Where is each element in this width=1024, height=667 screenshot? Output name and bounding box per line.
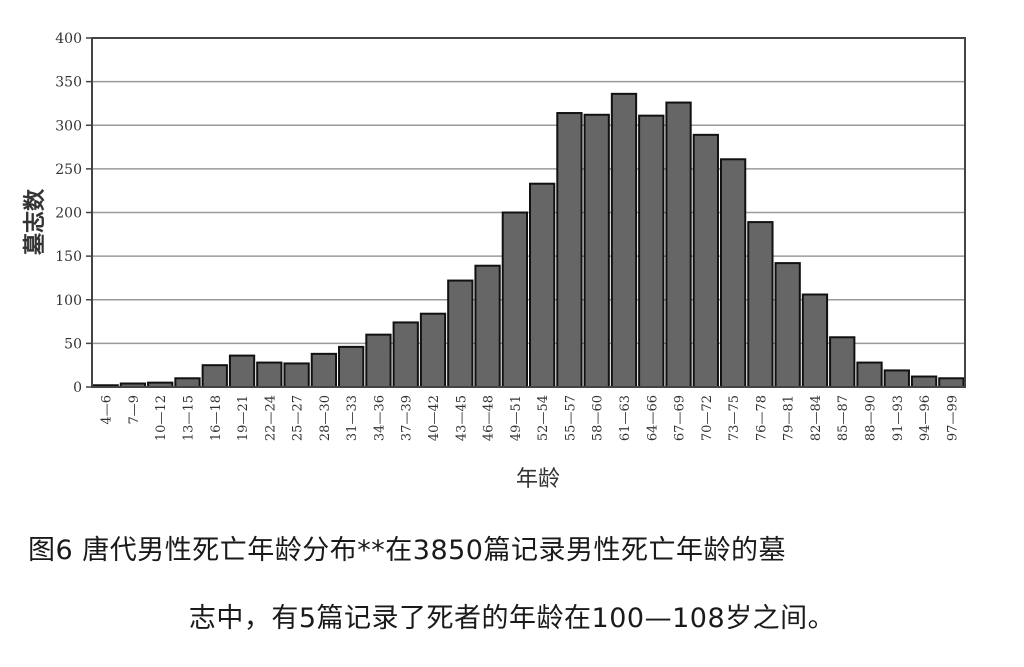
bar-52—54	[529, 182, 556, 388]
bar-61—63	[610, 92, 638, 388]
figure-caption-line-2: 志中，有5篇记录了死者的年龄在100—108岁之间。	[188, 603, 836, 634]
x-tick-label: 79—81	[782, 395, 797, 441]
bar-55—57	[556, 112, 583, 388]
bar-76—78	[747, 221, 774, 388]
bar-40—42	[419, 312, 447, 388]
y-tick-label: 0	[73, 380, 82, 396]
x-tick-label: 88—90	[864, 395, 879, 441]
bar-88—90	[856, 361, 883, 389]
y-axis-ticks: 0 50 100 150 200 250 300 350 400	[55, 31, 92, 396]
y-tick-label: 400	[55, 31, 82, 47]
bar-67—69	[665, 101, 692, 388]
bar-16—18	[201, 364, 228, 388]
bar-49—51	[501, 211, 528, 388]
bar-25—27	[283, 362, 310, 389]
bar-64—66	[638, 114, 665, 388]
x-tick-label: 40—42	[427, 395, 442, 441]
x-tick-label: 22—24	[263, 395, 278, 441]
x-tick-label: 76—78	[754, 395, 769, 441]
x-axis-ticks: 4—6 7—9 10—12 13—15 16—18 19—21 22—24 25—27 28—3…	[100, 395, 961, 441]
y-tick-label: 250	[55, 162, 82, 178]
bar-chart: 0 50 100 150 200 250 300 350 400 4—6 7—9 10—12 13—1…	[22, 31, 966, 492]
x-tick-label: 43—45	[454, 395, 469, 441]
bar-31—33	[338, 345, 365, 388]
x-tick-label: 28—30	[318, 395, 333, 441]
x-tick-label: 52—54	[536, 395, 551, 441]
x-tick-label: 55—57	[563, 395, 578, 441]
y-axis-label: 墓志数	[22, 188, 48, 256]
y-tick-label: 50	[64, 336, 82, 352]
y-tick-label: 350	[55, 75, 82, 91]
bar-70—72	[692, 133, 719, 388]
bar-97—99	[938, 377, 965, 388]
x-tick-label: 49—51	[509, 395, 524, 441]
figure-caption-line-1: 图6 唐代男性死亡年龄分布**在3850篇记录男性死亡年龄的墓	[28, 535, 786, 566]
x-tick-label: 46—48	[482, 395, 497, 441]
x-tick-label: 70—72	[700, 395, 715, 441]
bar-37—39	[392, 321, 419, 388]
x-axis-label: 年龄	[516, 467, 560, 492]
bar-94—96	[910, 375, 938, 388]
bar-79—81	[774, 262, 801, 389]
x-tick-label: 82—84	[809, 395, 824, 441]
x-tick-label: 4—6	[100, 395, 115, 425]
x-tick-label: 94—96	[918, 395, 933, 441]
x-tick-label: 25—27	[291, 395, 306, 441]
bar-91—93	[883, 369, 910, 388]
x-tick-label: 58—60	[591, 395, 606, 441]
y-tick-label: 100	[55, 293, 82, 309]
x-tick-label: 97—99	[945, 395, 960, 441]
x-tick-label: 64—66	[645, 395, 660, 441]
bar-58—60	[583, 113, 610, 388]
gridlines	[92, 37, 965, 388]
x-tick-label: 73—75	[727, 395, 742, 441]
y-tick-label: 300	[55, 118, 82, 134]
x-tick-label: 31—33	[345, 395, 360, 441]
bar-19—21	[228, 354, 256, 388]
x-tick-label: 13—15	[181, 395, 196, 441]
bar-46—48	[474, 264, 501, 388]
bar-73—75	[719, 158, 747, 388]
x-tick-label: 16—18	[209, 395, 224, 441]
bar-34—36	[365, 333, 392, 388]
x-tick-label: 91—93	[891, 395, 906, 441]
x-tick-label: 67—69	[673, 395, 688, 441]
x-tick-label: 61—63	[618, 395, 633, 441]
x-tick-label: 34—36	[372, 395, 387, 441]
x-tick-label: 10—12	[154, 395, 169, 441]
bar-13—15	[174, 377, 201, 388]
bar-43—45	[447, 279, 474, 388]
x-tick-label: 37—39	[400, 395, 415, 441]
x-tick-label: 7—9	[127, 395, 142, 425]
x-tick-label: 85—87	[836, 395, 851, 441]
bar-28—30	[310, 352, 338, 388]
bar-22—24	[256, 361, 283, 389]
bar-85—87	[829, 336, 856, 388]
bar-82—84	[801, 293, 829, 389]
y-tick-label: 150	[55, 249, 82, 265]
y-tick-label: 200	[55, 206, 82, 222]
x-tick-label: 19—21	[236, 395, 251, 441]
